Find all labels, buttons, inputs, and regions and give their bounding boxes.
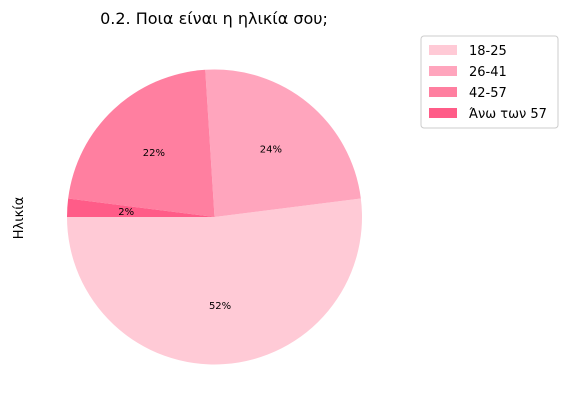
- legend-swatch: [429, 87, 457, 97]
- legend-frame: [420, 35, 559, 129]
- slice-percent-label: 52%: [209, 301, 231, 312]
- legend-swatch: [429, 108, 457, 118]
- legend-swatch: [429, 45, 457, 55]
- pie-slice: [67, 198, 215, 217]
- legend-swatch: [429, 66, 457, 76]
- slice-percent-label: 24%: [260, 144, 282, 155]
- pie-slice: [205, 69, 361, 217]
- pie-slice: [68, 69, 215, 217]
- legend: 18-25 26-41 42-57 Άνω των 57: [420, 35, 559, 129]
- pie-slices: [67, 69, 362, 365]
- slice-percent-label: 2%: [118, 207, 134, 218]
- slice-percent-label: 22%: [143, 148, 165, 159]
- y-axis-label: Ηλικία: [12, 197, 27, 240]
- percent-labels: 52% 24% 22% 2%: [118, 144, 282, 312]
- legend-label: 26-41: [469, 65, 507, 80]
- legend-items: 18-25 26-41 42-57 Άνω των 57: [429, 44, 547, 122]
- legend-label: Άνω των 57: [469, 107, 547, 122]
- legend-label: 18-25: [469, 44, 507, 59]
- chart-title: 0.2. Ποια είναι η ηλικία σου;: [100, 9, 328, 28]
- pie-slice: [67, 198, 362, 365]
- legend-label: 42-57: [469, 86, 507, 101]
